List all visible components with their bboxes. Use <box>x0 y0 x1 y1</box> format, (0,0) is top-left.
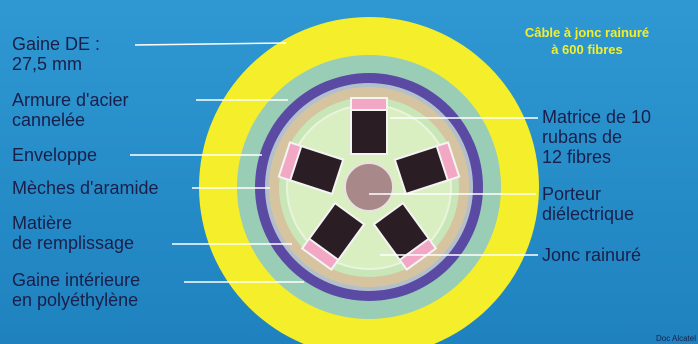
label-jonc-line-1: Jonc rainuré <box>542 245 642 265</box>
ribbon-stack <box>393 144 450 196</box>
label-gaine-int-line-1: Gaine intérieure <box>12 270 141 290</box>
label-meches: Mèches d'aramide <box>12 178 159 198</box>
title-line-1: Câble à jonc rainuré <box>524 25 650 40</box>
label-porteur: Porteur diélectrique <box>542 184 634 224</box>
label-matrice-line-3: 12 fibres <box>542 147 612 167</box>
dielectric-carrier <box>344 162 394 212</box>
ribbon-slot-3 <box>372 201 438 271</box>
label-jonc: Jonc rainuré <box>542 245 641 265</box>
ribbon-slot-5 <box>277 141 345 196</box>
image-credit: Doc Alcatel <box>655 334 696 343</box>
ribbon-stack <box>288 144 345 196</box>
label-gaine-int: Gaine intérieure en polyéthylène <box>12 270 140 310</box>
label-porteur-line-1: Porteur <box>542 184 602 204</box>
label-gaine-de-line-2: 27,5 mm <box>12 54 83 74</box>
label-armure-line-2: cannelée <box>12 110 86 130</box>
leader-lines <box>130 42 538 283</box>
title-line-2: à 600 fibres <box>551 42 623 57</box>
diagram-title: Câble à jonc rainuré à 600 fibres <box>502 24 672 58</box>
label-porteur-line-2: diélectrique <box>542 204 635 224</box>
label-matiere: Matière de remplissage <box>12 213 134 253</box>
ribbon-slot-4 <box>300 201 366 271</box>
ribbon-slot-1 <box>350 97 388 155</box>
label-matrice: Matrice de 10 rubans de 12 fibres <box>542 107 698 167</box>
ribbon-stack <box>372 201 431 262</box>
leader-gaine-de <box>134 42 287 46</box>
label-meches-line-1: Mèches d'aramide <box>12 178 159 198</box>
ribbon-slot-2 <box>393 141 461 196</box>
label-armure: Armure d'acier cannelée <box>12 90 128 130</box>
label-enveloppe-line-1: Enveloppe <box>12 145 98 165</box>
fibre-ribbons <box>277 97 461 271</box>
label-gaine-int-line-2: en polyéthylène <box>12 290 139 310</box>
label-matiere-line-1: Matière <box>12 213 73 233</box>
label-matrice-line-2: rubans de <box>542 127 623 147</box>
label-matiere-line-2: de remplissage <box>12 233 135 253</box>
label-gaine-de-line-1: Gaine DE : <box>12 34 101 54</box>
ribbon-stack <box>307 201 366 262</box>
ribbon-stack <box>350 109 388 155</box>
label-enveloppe: Enveloppe <box>12 145 97 165</box>
label-matrice-line-1: Matrice de 10 <box>542 107 652 127</box>
label-gaine-de: Gaine DE : 27,5 mm <box>12 34 100 74</box>
label-armure-line-1: Armure d'acier <box>12 90 129 110</box>
